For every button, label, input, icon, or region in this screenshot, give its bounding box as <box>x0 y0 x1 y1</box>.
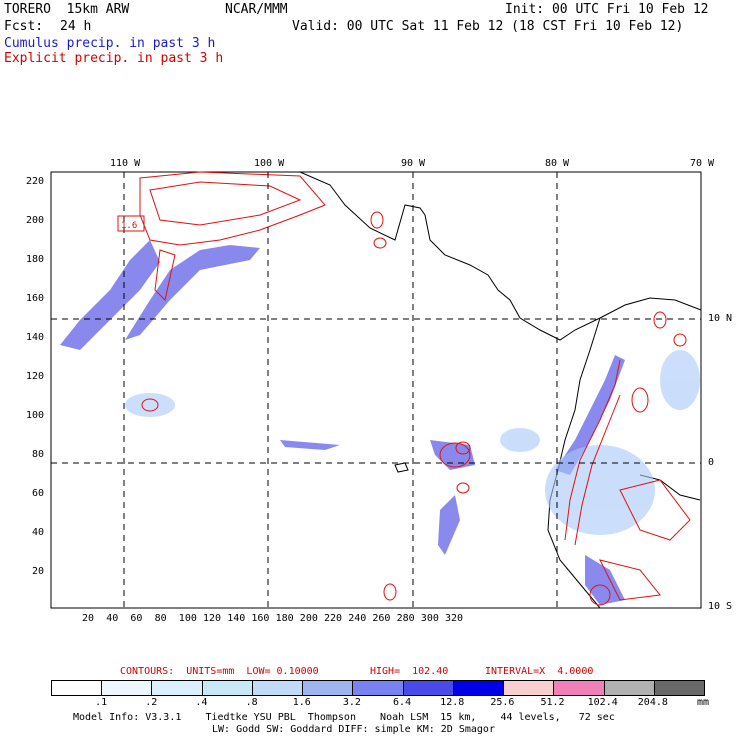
legend-swatch <box>654 681 705 695</box>
forecast-label: Fcst: <box>4 19 44 34</box>
cumulus-precip-areas <box>60 240 625 605</box>
legend-swatch <box>604 681 655 695</box>
model-info-line2: LW: Godd SW: Goddard DIFF: simple KM: 2D… <box>212 724 495 735</box>
x-label: 200 <box>299 613 318 624</box>
x-label: 60 <box>130 613 143 624</box>
lon-label-80w: 80 W <box>545 158 570 169</box>
legend-swatch <box>453 681 505 695</box>
legend-swatch <box>403 681 454 695</box>
x-label: 300 <box>420 613 439 624</box>
explicit-precip-label: Explicit precip. in past 3 h <box>4 51 224 66</box>
light-precip-areas <box>125 350 700 535</box>
y-label: 180 <box>26 254 45 265</box>
x-label: 160 <box>251 613 270 624</box>
x-label: 240 <box>348 613 367 624</box>
color-legend-bar <box>51 680 705 696</box>
legend-label: 6.4 <box>393 697 412 708</box>
legend-swatch <box>102 681 153 695</box>
x-label: 140 <box>227 613 246 624</box>
legend-label: .1 <box>95 697 108 708</box>
y-label: 220 <box>26 176 45 187</box>
legend-label: 51.2 <box>540 697 565 708</box>
legend-label: 25.6 <box>490 697 515 708</box>
map-frame <box>50 171 702 609</box>
org-label: NCAR/MMM <box>225 2 288 17</box>
y-label: 60 <box>32 488 45 499</box>
model-info-line1: Model Info: V3.3.1 Tiedtke YSU PBL Thomp… <box>73 712 615 723</box>
legend-label: 1.6 <box>292 697 311 708</box>
legend-label: 3.2 <box>342 697 361 708</box>
lon-label-90w: 90 W <box>401 158 426 169</box>
lat-label-10s: 10 S <box>708 601 733 612</box>
y-label: 40 <box>32 527 45 538</box>
galapagos <box>394 462 409 473</box>
y-label: 20 <box>32 566 45 577</box>
x-label: 260 <box>372 613 391 624</box>
legend-label: .4 <box>195 697 208 708</box>
legend-swatch <box>202 681 253 695</box>
init-time: Init: 00 UTC Fri 10 Feb 12 <box>505 2 709 17</box>
legend-unit: mm <box>697 697 710 708</box>
y-label: 200 <box>26 215 45 226</box>
svg-text:1.6: 1.6 <box>121 221 137 231</box>
y-label: 80 <box>32 449 45 460</box>
contours-high: HIGH= 102.40 <box>370 666 449 677</box>
model-title: TORERO 15km ARW <box>4 2 130 17</box>
y-label: 140 <box>26 332 45 343</box>
lat-label-0: 0 <box>708 457 715 468</box>
x-label: 220 <box>324 613 343 624</box>
legend-swatch <box>554 681 605 695</box>
contours-info: CONTOURS: UNITS=mm LOW= 0.10000 <box>120 666 319 677</box>
x-label: 180 <box>275 613 294 624</box>
legend-swatch <box>303 681 354 695</box>
y-label: 160 <box>26 293 45 304</box>
x-label: 80 <box>154 613 167 624</box>
lon-label-70w: 70 W <box>690 158 715 169</box>
x-label: 280 <box>396 613 415 624</box>
x-label: 20 <box>82 613 95 624</box>
x-label: 100 <box>178 613 197 624</box>
y-label: 120 <box>26 371 45 382</box>
y-label: 100 <box>26 410 45 421</box>
lat-lon-gridlines <box>51 172 701 608</box>
legend-swatch <box>504 681 555 695</box>
lon-label-100w: 100 W <box>254 158 285 169</box>
legend-label: .2 <box>145 697 158 708</box>
legend-label: .8 <box>245 697 258 708</box>
x-label: 320 <box>445 613 464 624</box>
central-america-coast <box>299 171 702 341</box>
legend-swatch <box>152 681 203 695</box>
contours-interval: INTERVAL=X 4.0000 <box>485 666 594 677</box>
forecast-hours: 24 h <box>60 19 92 34</box>
highlight-box <box>117 215 145 232</box>
x-label: 120 <box>203 613 222 624</box>
legend-label: 12.8 <box>440 697 465 708</box>
legend-label: 102.4 <box>587 697 618 708</box>
legend-swatch <box>52 681 103 695</box>
valid-time: Valid: 00 UTC Sat 11 Feb 12 (18 CST Fri … <box>292 19 684 34</box>
x-label: 40 <box>106 613 119 624</box>
lon-label-110w: 110 W <box>110 158 141 169</box>
lat-label-10n: 10 N <box>708 313 733 324</box>
explicit-precip-contours <box>139 171 691 606</box>
cumulus-precip-label: Cumulus precip. in past 3 h <box>4 36 216 51</box>
legend-label: 204.8 <box>637 697 668 708</box>
legend-swatch <box>353 681 404 695</box>
legend-swatch <box>252 681 304 695</box>
